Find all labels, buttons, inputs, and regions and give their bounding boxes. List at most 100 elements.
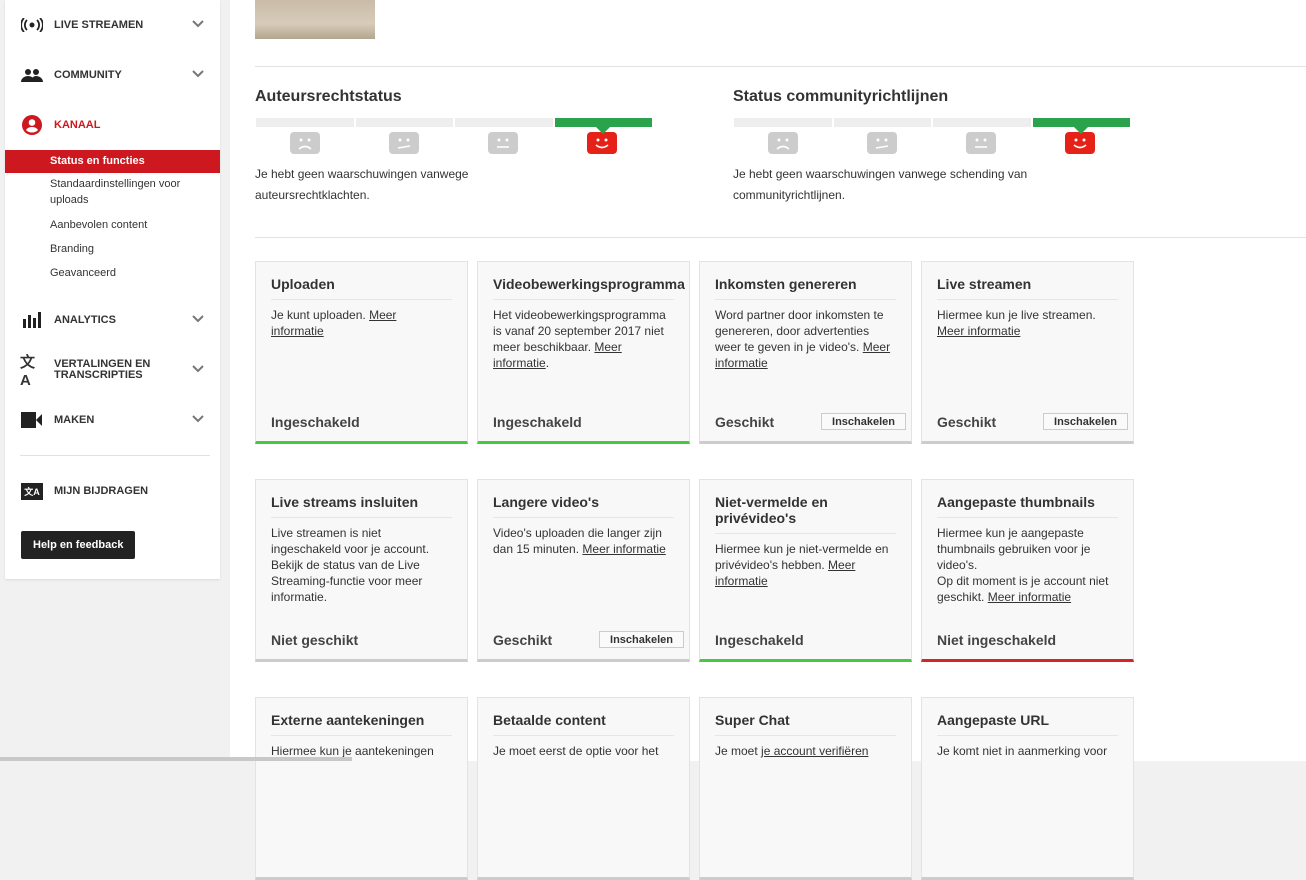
- chevron-down-icon: [192, 414, 206, 426]
- chevron-down-icon: [192, 364, 206, 376]
- description-text: Video's uploaden die langer zijn dan 15 …: [493, 526, 662, 556]
- live-icon: [20, 15, 44, 35]
- description-text: Je kunt uploaden.: [271, 308, 370, 322]
- subnav-status-en-functies[interactable]: Status en functies: [5, 150, 220, 173]
- video-camera-icon: [20, 410, 44, 430]
- horizontal-scrollbar[interactable]: [0, 757, 352, 761]
- description-text: Live streamen is niet ingeschakeld voor …: [271, 526, 430, 604]
- feature-card: Betaalde content Je moet eerst de optie v…: [477, 697, 690, 880]
- sad-face-icon: [255, 132, 354, 154]
- meter-segment: [1032, 118, 1130, 134]
- feature-card-description: Video's uploaden die langer zijn dan 15 …: [493, 525, 674, 557]
- description-text: Je komt niet in aanmerking voor: [937, 744, 1108, 758]
- subnav-standaardinstellingen[interactable]: Standaardinstellingen voor uploads: [50, 178, 181, 206]
- feature-card-footer: Niet ingeschakeld: [937, 632, 1128, 648]
- feature-card-footer: Niet geschikt: [271, 632, 462, 648]
- main-content: Auteursrechtstatus Je hebt geen waarschu…: [230, 0, 1306, 880]
- more-info-link[interactable]: Meer informatie: [987, 590, 1072, 604]
- nav-analytics[interactable]: ANALYTICS: [5, 310, 220, 330]
- nav-mijn-bijdragen[interactable]: 文A MIJN BIJDRAGEN: [5, 481, 220, 501]
- more-info-link[interactable]: je account verifiëren: [761, 744, 869, 758]
- enable-button[interactable]: Inschakelen: [821, 413, 906, 430]
- feature-card-description: Je moet eerst de optie voor het: [493, 743, 674, 759]
- feature-status: Niet ingeschakeld: [937, 632, 1057, 648]
- chevron-down-icon: [192, 19, 206, 31]
- unsure-face-icon: [354, 132, 453, 154]
- chevron-down-icon: [192, 69, 206, 81]
- description-text: Hiermee kun je live streamen.: [937, 308, 1096, 322]
- nav-kanaal[interactable]: KANAAL: [5, 115, 220, 135]
- feature-card-footer: Geschikt Inschakelen: [715, 413, 906, 430]
- meter-segment: [256, 118, 354, 127]
- feature-card-footer: Ingeschakeld: [715, 632, 906, 648]
- community-meter: [734, 118, 1130, 134]
- subnav-aanbevolen-content[interactable]: Aanbevolen content: [50, 219, 148, 231]
- nav-vertalingen[interactable]: 文A VERTALINGEN EN TRANSCRIPTIES: [5, 354, 220, 389]
- feature-card-description: Het videobewerkingsprogramma is vanaf 20…: [493, 307, 674, 371]
- feature-card-title: Niet-vermelde en privévideo's: [715, 494, 896, 534]
- translate-icon: 文A: [20, 354, 36, 389]
- copyright-status-text: Je hebt geen waarschuwingen vanwege aute…: [255, 167, 469, 202]
- more-info-link[interactable]: Meer informatie: [271, 308, 397, 338]
- feature-card-description: Je kunt uploaden. Meer informatie: [271, 307, 452, 339]
- account-icon: [20, 115, 44, 135]
- feature-card-description: Hiermee kun je live streamen. Meer infor…: [937, 307, 1118, 339]
- sidebar: LIVE STREAMEN COMMUNITY KANAAL Status en…: [5, 0, 220, 579]
- feature-card: Niet-vermelde en privévideo's Hiermee kun…: [699, 479, 912, 662]
- copyright-meter: [256, 118, 652, 134]
- meter-segment: [455, 118, 553, 127]
- community-status: Status communityrichtlijnen Je hebt geen…: [733, 88, 1153, 206]
- feature-card: Langere video's Video's uploaden die lang…: [477, 479, 690, 662]
- feature-card: Videobewerkingsprogramma Het videobewerki…: [477, 261, 690, 444]
- unsure-face-icon: [832, 132, 931, 154]
- description-text: Hiermee kun je aangepaste thumbnails geb…: [937, 526, 1091, 572]
- help-feedback-button[interactable]: Help en feedback: [21, 531, 136, 559]
- nav-maken[interactable]: MAKEN: [5, 410, 220, 430]
- description-text: .: [545, 356, 550, 370]
- feature-card-title: Inkomsten genereren: [715, 276, 896, 300]
- feature-card: Super Chat Je moet je account verifiëren: [699, 697, 912, 880]
- feature-card-title: Live streamen: [937, 276, 1118, 300]
- copyright-status-title: Auteursrechtstatus: [255, 88, 402, 105]
- analytics-icon: [20, 310, 44, 330]
- feature-card-description: Hiermee kun je aantekeningen: [271, 743, 452, 759]
- happy-face-icon: [552, 132, 651, 154]
- enable-button[interactable]: Inschakelen: [1043, 413, 1128, 430]
- feature-card-title: Videobewerkingsprogramma: [493, 276, 685, 300]
- subnav-geavanceerd[interactable]: Geavanceerd: [50, 267, 117, 279]
- chevron-down-icon: [192, 314, 206, 326]
- more-info-link[interactable]: Meer informatie: [582, 542, 666, 556]
- sad-face-icon: [733, 132, 832, 154]
- more-info-link[interactable]: Meer informatie: [715, 340, 891, 370]
- feature-card-description: Je moet je account verifiëren: [715, 743, 896, 759]
- nav-live-streamen[interactable]: LIVE STREAMEN: [5, 15, 220, 35]
- feature-card-description: Hiermee kun je niet-vermelde en privévid…: [715, 541, 896, 589]
- nav-community[interactable]: COMMUNITY: [5, 65, 220, 85]
- subnav-branding[interactable]: Branding: [50, 243, 95, 255]
- feature-status: Geschikt: [493, 631, 553, 648]
- contributions-icon: 文A: [20, 481, 44, 501]
- feature-status: Ingeschakeld: [715, 632, 804, 648]
- more-info-link[interactable]: Meer informatie: [937, 324, 1021, 338]
- feature-card-footer: Ingeschakeld: [271, 414, 462, 430]
- copyright-faces: [255, 132, 651, 154]
- neutral-face-icon: [931, 132, 1030, 154]
- feature-card-title: Uploaden: [271, 276, 452, 300]
- more-info-link[interactable]: Meer informatie: [493, 340, 622, 370]
- happy-face-icon: [1030, 132, 1129, 154]
- feature-card-title: Aangepaste thumbnails: [937, 494, 1118, 518]
- feature-card: Uploaden Je kunt uploaden. Meer informati…: [255, 261, 468, 444]
- feature-card-title: Externe aantekeningen: [271, 712, 452, 736]
- feature-status: Ingeschakeld: [271, 414, 360, 430]
- enable-button[interactable]: Inschakelen: [599, 631, 684, 648]
- description-text: Hiermee kun je aantekeningen: [271, 744, 434, 758]
- meter-segment: [355, 118, 453, 127]
- feature-card-description: Hiermee kun je aangepaste thumbnails geb…: [937, 525, 1118, 605]
- feature-card-footer: Geschikt Inschakelen: [493, 631, 684, 648]
- feature-card-title: Betaalde content: [493, 712, 674, 736]
- more-info-link[interactable]: Meer informatie: [715, 558, 856, 588]
- feature-card-title: Super Chat: [715, 712, 896, 736]
- feature-card-description: Live streamen is niet ingeschakeld voor …: [271, 525, 452, 605]
- feature-card: Inkomsten genereren Word partner door ink…: [699, 261, 912, 444]
- feature-card-description: Word partner door inkomsten te genereren…: [715, 307, 896, 371]
